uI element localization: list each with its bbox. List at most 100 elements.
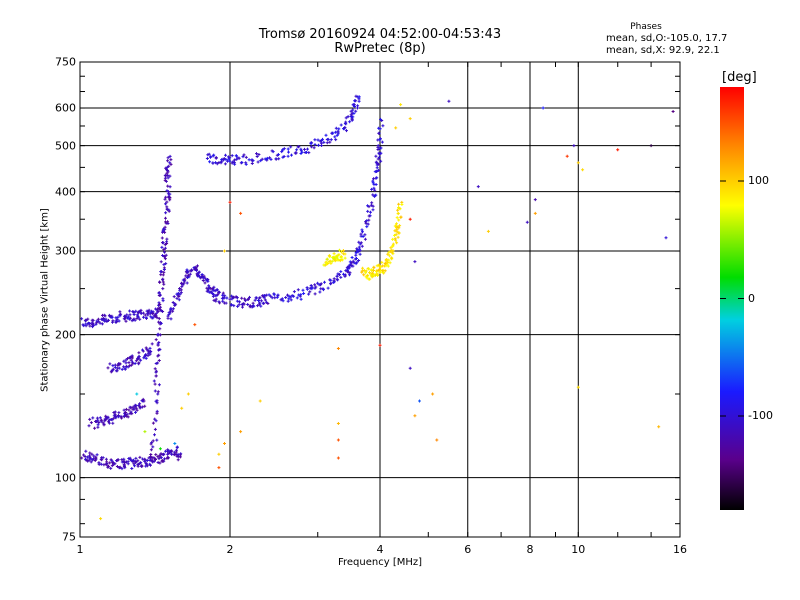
data-point <box>92 324 95 328</box>
data-point <box>395 216 399 220</box>
data-point <box>168 311 172 315</box>
data-point <box>399 215 403 219</box>
data-point <box>107 420 110 424</box>
data-point <box>272 293 276 297</box>
data-point <box>148 462 152 466</box>
data-point <box>418 399 421 403</box>
data-point <box>312 146 316 150</box>
data-point <box>165 456 169 460</box>
data-point <box>343 274 347 278</box>
data-point <box>205 286 209 290</box>
data-point <box>184 274 188 278</box>
data-point <box>158 280 162 284</box>
data-point <box>86 455 90 459</box>
data-point <box>157 291 161 295</box>
data-point <box>87 321 90 325</box>
data-point <box>400 203 404 206</box>
data-point <box>108 461 112 465</box>
data-point <box>132 313 136 316</box>
data-point <box>203 276 207 280</box>
data-point <box>94 322 98 326</box>
data-point <box>372 273 376 277</box>
data-point <box>140 464 144 468</box>
data-point <box>84 457 87 461</box>
data-point <box>206 278 209 281</box>
data-point <box>143 354 147 358</box>
data-point <box>263 298 267 302</box>
data-point <box>178 292 182 296</box>
data-point <box>375 166 379 170</box>
data-point <box>117 411 121 415</box>
data-point <box>100 317 104 321</box>
data-point <box>170 449 174 453</box>
data-point <box>378 343 382 347</box>
data-point <box>94 456 98 460</box>
data-point <box>354 94 358 98</box>
data-point <box>126 415 130 419</box>
data-point <box>307 292 311 296</box>
data-point <box>130 356 134 360</box>
data-point <box>336 456 340 460</box>
data-point <box>118 465 122 469</box>
data-point <box>134 359 138 363</box>
data-point <box>183 277 187 281</box>
data-point <box>137 351 141 355</box>
data-point <box>156 332 160 336</box>
data-point <box>173 442 177 445</box>
data-point <box>128 309 132 313</box>
data-point <box>344 269 348 273</box>
data-point <box>176 458 180 462</box>
data-point <box>259 304 263 308</box>
data-point <box>289 298 293 302</box>
data-point <box>386 252 390 256</box>
data-point <box>261 301 265 305</box>
data-point <box>256 304 260 308</box>
data-point <box>339 256 343 259</box>
data-point <box>351 264 355 268</box>
data-point <box>326 286 330 290</box>
data-point <box>132 317 136 321</box>
axis-ticks <box>79 62 681 537</box>
data-point <box>367 267 371 271</box>
data-point <box>164 166 168 170</box>
data-point <box>138 455 142 459</box>
data-point <box>159 456 163 460</box>
data-point <box>158 447 162 451</box>
data-point <box>131 310 135 314</box>
data-point <box>341 249 345 252</box>
data-point <box>116 315 120 319</box>
data-point <box>356 106 359 110</box>
data-point <box>163 225 167 229</box>
data-point <box>105 463 109 467</box>
data-point <box>203 281 207 285</box>
data-point <box>221 293 225 297</box>
data-point <box>240 296 244 300</box>
data-point <box>149 453 153 456</box>
data-point <box>155 411 159 415</box>
data-point <box>145 462 148 466</box>
data-point <box>137 361 141 365</box>
data-point <box>150 441 154 445</box>
data-point <box>212 153 216 157</box>
data-point <box>119 312 123 316</box>
data-point <box>167 313 171 316</box>
data-point <box>236 304 240 308</box>
data-point <box>134 460 138 463</box>
data-point <box>384 258 388 261</box>
data-point <box>313 292 317 296</box>
data-point <box>110 369 114 373</box>
data-point <box>82 324 86 328</box>
data-point <box>144 316 148 320</box>
data-point <box>147 308 151 312</box>
data-point <box>373 170 377 174</box>
data-point <box>371 208 375 212</box>
data-point <box>337 253 341 257</box>
data-point <box>129 358 133 362</box>
data-point <box>486 229 490 233</box>
data-point <box>274 157 278 161</box>
data-point <box>374 193 378 197</box>
data-point <box>408 366 412 370</box>
data-point <box>251 304 254 308</box>
data-point <box>306 147 309 151</box>
data-point <box>408 217 412 221</box>
